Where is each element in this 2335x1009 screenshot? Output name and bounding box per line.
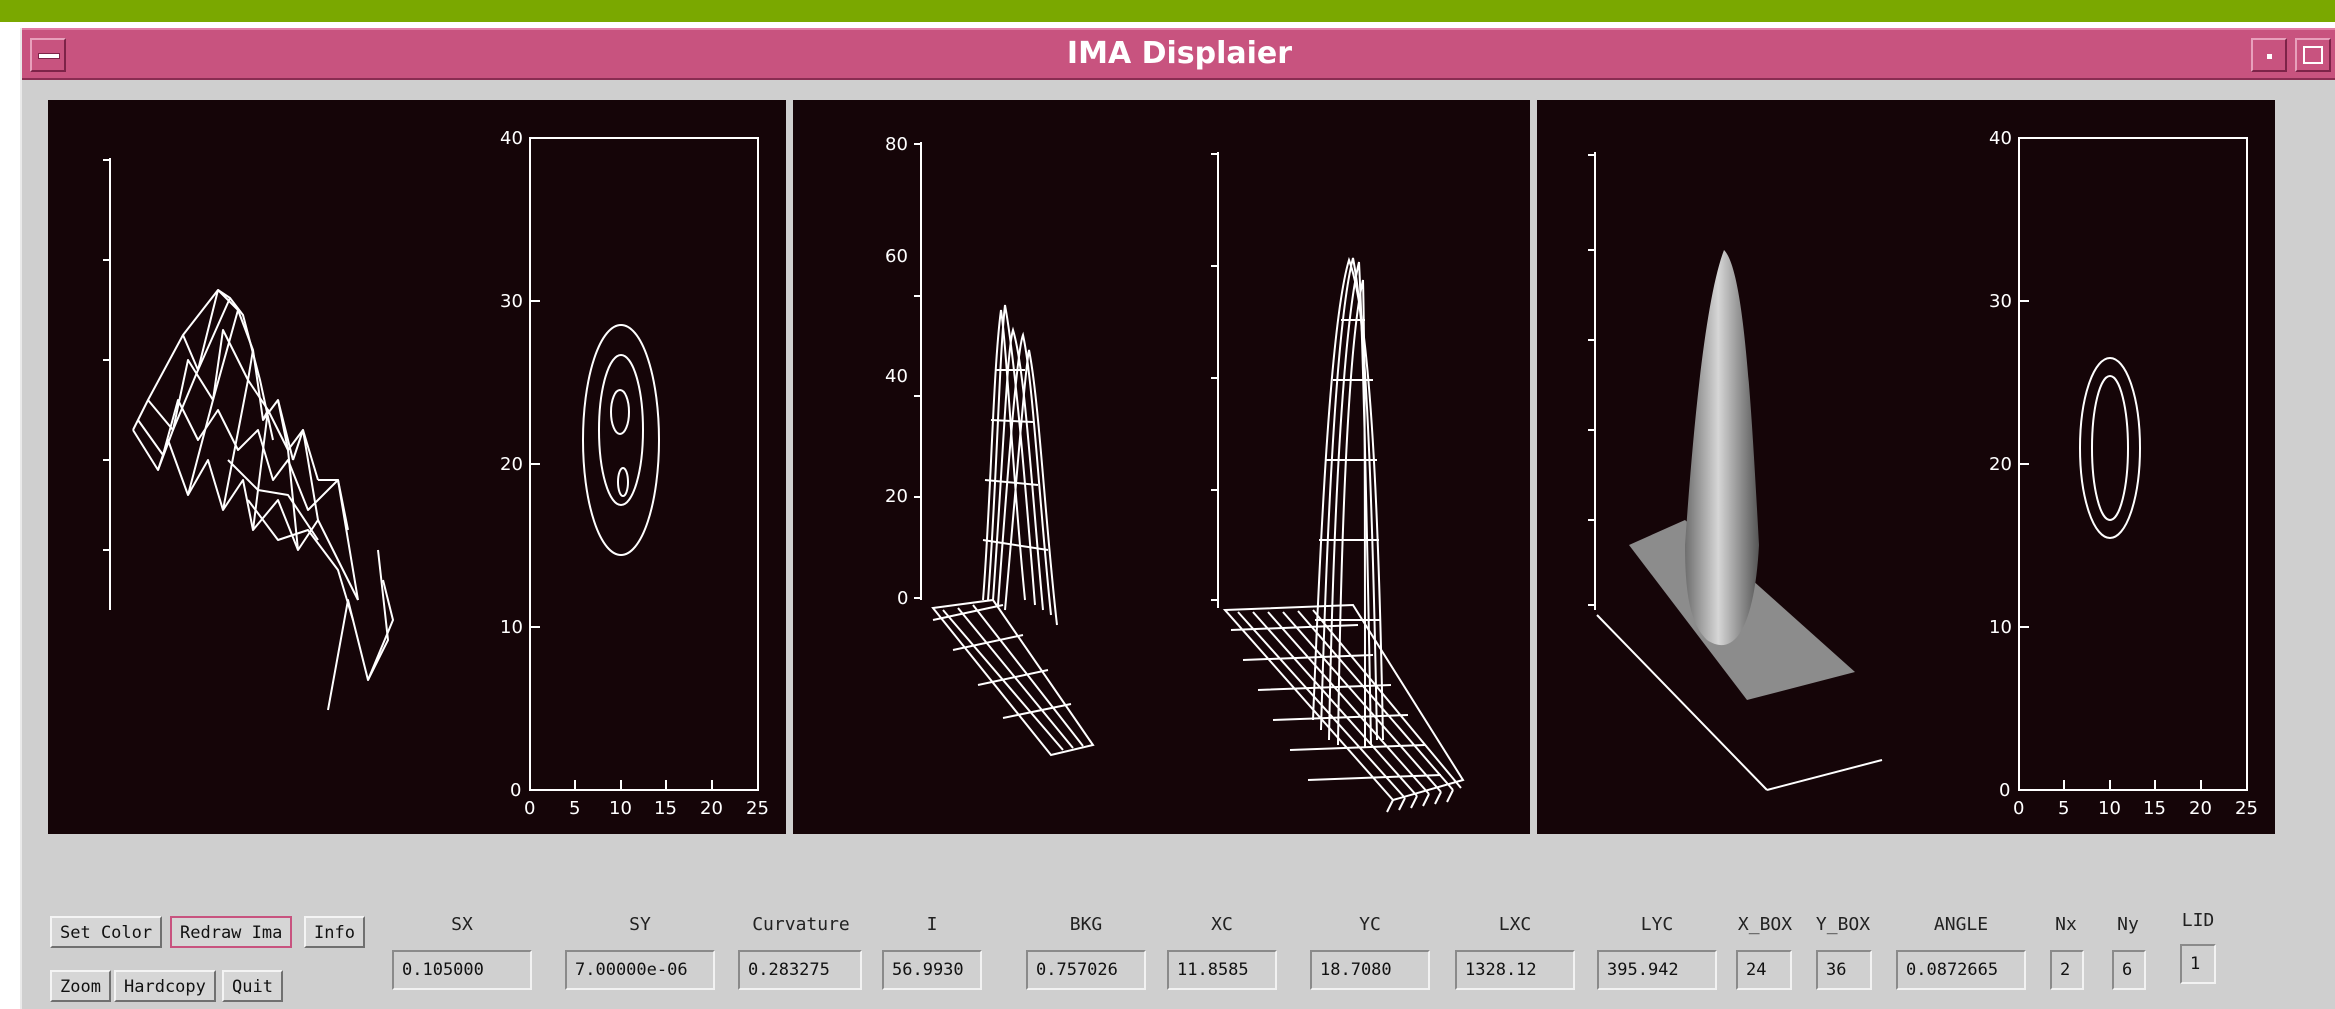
model-y-tick-20: 20	[1989, 454, 2012, 475]
model-y-tick-40: 40	[1989, 128, 2012, 149]
set-color-button[interactable]: Set Color	[50, 916, 163, 948]
fit-left-axis	[914, 142, 922, 600]
fit-z-tick-20: 20	[885, 486, 908, 507]
data-y-tick-20: 20	[500, 454, 523, 475]
fit-right-axis	[1211, 152, 1219, 608]
bkg-field[interactable]: 0.757026	[1026, 950, 1146, 990]
quit-button[interactable]: Quit	[222, 970, 283, 1002]
i-field[interactable]: 56.9930	[882, 950, 982, 990]
info-button[interactable]: Info	[304, 916, 365, 948]
data-x-tick-0: 0	[524, 798, 535, 819]
model-surface-axis	[1588, 152, 1883, 791]
lid-label: LID	[2181, 910, 2215, 931]
model-y-tick-30: 30	[1989, 291, 2012, 312]
fit-wireframe-left	[931, 304, 1095, 757]
hardcopy-button[interactable]: Hardcopy	[114, 970, 216, 1002]
model-x-tick-10: 10	[2098, 798, 2121, 819]
lyc-field[interactable]: 395.942	[1597, 950, 1717, 990]
model-contour-ticks	[2018, 137, 2248, 791]
xc-field[interactable]: 11.8585	[1167, 950, 1277, 990]
ny-field[interactable]: 6	[2112, 950, 2146, 990]
model-x-tick-25: 25	[2235, 798, 2258, 819]
fit-wireframe-right	[1222, 256, 1465, 802]
panel-model-image: 0 5 10 15 20 25 0 10 20 30 40	[1537, 100, 2275, 834]
lid-field[interactable]: 1	[2180, 944, 2216, 984]
data-plots-svg: 0 5 10 15 20 25 0 10 20 30 40	[103, 128, 769, 819]
fit-z-tick-80: 80	[885, 134, 908, 155]
model-x-tick-15: 15	[2143, 798, 2166, 819]
angle-label: ANGLE	[1933, 914, 1989, 935]
curvature-field[interactable]: 0.283275	[738, 950, 862, 990]
x-box-field[interactable]: 24	[1736, 950, 1792, 990]
data-y-tick-30: 30	[500, 291, 523, 312]
redraw-ima-button[interactable]: Redraw Ima	[170, 916, 293, 948]
data-x-tick-10: 10	[609, 798, 632, 819]
data-x-tick-20: 20	[700, 798, 723, 819]
y-box-field[interactable]: 36	[1816, 950, 1872, 990]
fit-z-tick-0: 0	[897, 588, 908, 609]
yc-label: YC	[1359, 914, 1381, 935]
data-contour-ticks	[529, 137, 759, 791]
data-contour-frame	[529, 137, 759, 791]
maximize-icon	[2303, 46, 2323, 64]
panel-data-image: 0 5 10 15 20 25 0 10 20 30 40	[48, 100, 786, 834]
model-shaded-surface	[1629, 250, 1855, 700]
data-wireframe-surface	[132, 289, 394, 711]
curvature-label: Curvature	[752, 914, 850, 935]
sx-label: SX	[451, 914, 473, 935]
data-x-tick-15: 15	[654, 798, 677, 819]
sx-field[interactable]: 0.105000	[392, 950, 532, 990]
yc-field[interactable]: 18.7080	[1310, 950, 1430, 990]
angle-field[interactable]: 0.0872665	[1896, 950, 2026, 990]
model-y-tick-10: 10	[1989, 617, 2012, 638]
nx-label: Nx	[2055, 914, 2077, 935]
bkg-label: BKG	[1069, 914, 1103, 935]
title-bar[interactable]: IMA Displaier	[22, 28, 2335, 80]
nx-field[interactable]: 2	[2050, 950, 2084, 990]
sy-field[interactable]: 7.00000e-06	[565, 950, 715, 990]
lyc-label: LYC	[1640, 914, 1674, 935]
window-title: IMA Displaier	[1066, 36, 1293, 71]
model-y-tick-0: 0	[1999, 780, 2010, 801]
data-y-tick-40: 40	[500, 128, 523, 149]
sy-label: SY	[629, 914, 651, 935]
desktop-top-strip	[0, 0, 2335, 22]
model-x-tick-20: 20	[2189, 798, 2212, 819]
i-label: I	[926, 914, 938, 935]
ny-label: Ny	[2117, 914, 2139, 935]
lxc-label: LXC	[1498, 914, 1532, 935]
fit-z-tick-60: 60	[885, 246, 908, 267]
lxc-field[interactable]: 1328.12	[1455, 950, 1575, 990]
zoom-button[interactable]: Zoom	[50, 970, 111, 1002]
window-menu-button[interactable]	[30, 38, 66, 72]
model-contour-frame	[2018, 137, 2248, 791]
data-y-tick-10: 10	[500, 617, 523, 638]
menu-icon	[38, 53, 60, 59]
maximize-button[interactable]	[2295, 38, 2331, 72]
data-y-tick-0: 0	[510, 780, 521, 801]
fit-plots-svg: 0 20 40 60 80	[885, 134, 1465, 813]
panel-fit-surfaces: 0 20 40 60 80	[793, 100, 1530, 834]
model-x-tick-0: 0	[2013, 798, 2024, 819]
fit-z-tick-40: 40	[885, 366, 908, 387]
xc-label: XC	[1211, 914, 1233, 935]
y-box-label: Y_BOX	[1815, 914, 1871, 935]
minimize-icon	[2267, 54, 2272, 59]
data-surface-axis	[103, 158, 111, 610]
minimize-button[interactable]	[2251, 38, 2287, 72]
fit-base-ticks	[1386, 789, 1454, 813]
model-plots-svg: 0 5 10 15 20 25 0 10 20 30 40	[1588, 128, 2258, 819]
x-box-label: X_BOX	[1737, 914, 1793, 935]
data-x-tick-5: 5	[569, 798, 580, 819]
data-x-tick-25: 25	[746, 798, 769, 819]
model-x-tick-5: 5	[2058, 798, 2069, 819]
